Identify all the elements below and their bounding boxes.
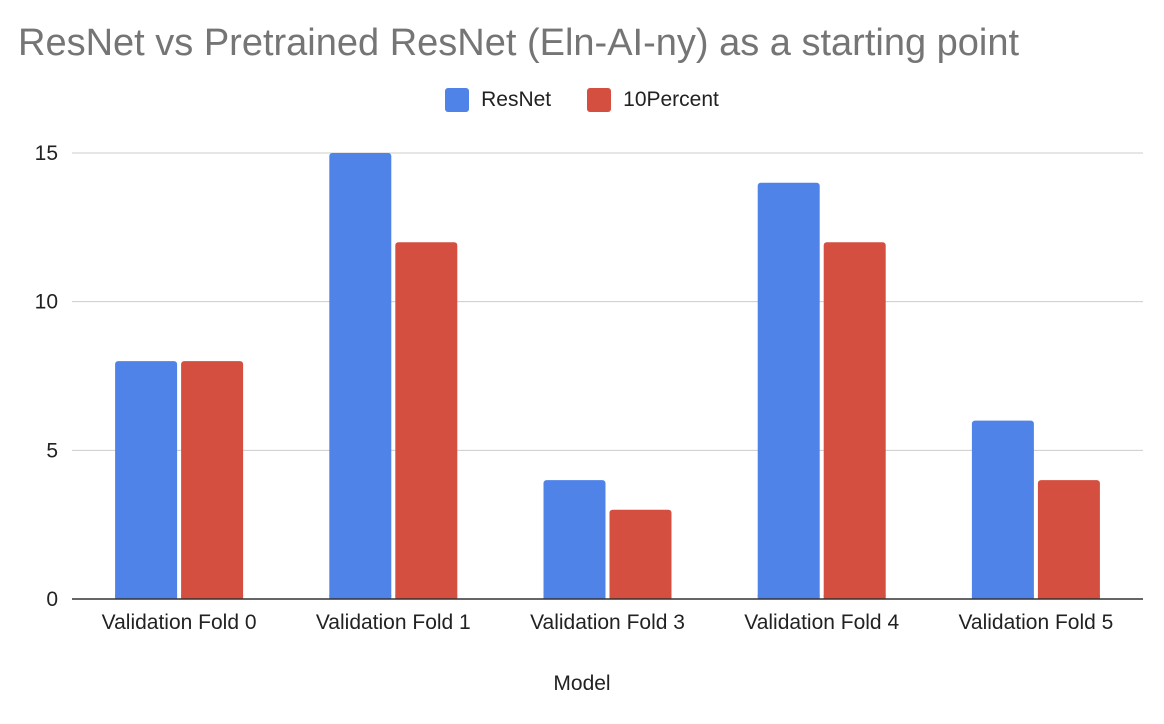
x-tick-label: Validation Fold 0 [102,611,257,634]
bar-base-resnet [757,595,820,599]
bar-10percent [395,242,458,599]
bar-base-10percent [395,595,458,599]
legend-item-10percent: 10Percent [587,88,719,112]
legend-item-resnet: ResNet [445,88,551,112]
x-axis-label: Model [553,672,611,695]
bar-resnet [115,361,178,599]
bar-resnet [971,420,1034,599]
bar-10percent [823,242,886,599]
bar-10percent [1037,480,1100,599]
bar-base-resnet [971,595,1034,599]
y-tick-label: 15 [35,142,58,165]
legend-swatch-10percent [587,88,612,112]
bar-base-resnet [115,595,178,599]
bar-base-10percent [181,595,244,599]
bar-base-10percent [1037,595,1100,599]
legend-swatch-resnet [445,88,470,112]
x-tick-label: Validation Fold 3 [530,611,685,634]
y-tick-label: 0 [46,588,58,611]
y-tick-label: 10 [35,291,58,314]
x-tick-label: Validation Fold 4 [744,611,899,634]
x-tick-label: Validation Fold 1 [316,611,471,634]
bar-resnet [329,153,392,599]
legend-label-resnet: ResNet [481,88,552,111]
legend: ResNet 10Percent [0,88,1164,112]
x-tick-label: Validation Fold 5 [958,611,1113,634]
bar-resnet [757,182,820,599]
bar-10percent [181,361,244,599]
bar-base-10percent [609,595,672,599]
bar-10percent [609,509,672,599]
chart-title: ResNet vs Pretrained ResNet (Eln-AI-ny) … [18,22,1020,64]
bar-base-resnet [543,595,606,599]
bar-base-resnet [329,595,392,599]
y-tick-label: 5 [46,439,58,462]
bar-resnet [543,480,606,599]
bar-base-10percent [823,595,886,599]
legend-label-10percent: 10Percent [623,88,719,111]
